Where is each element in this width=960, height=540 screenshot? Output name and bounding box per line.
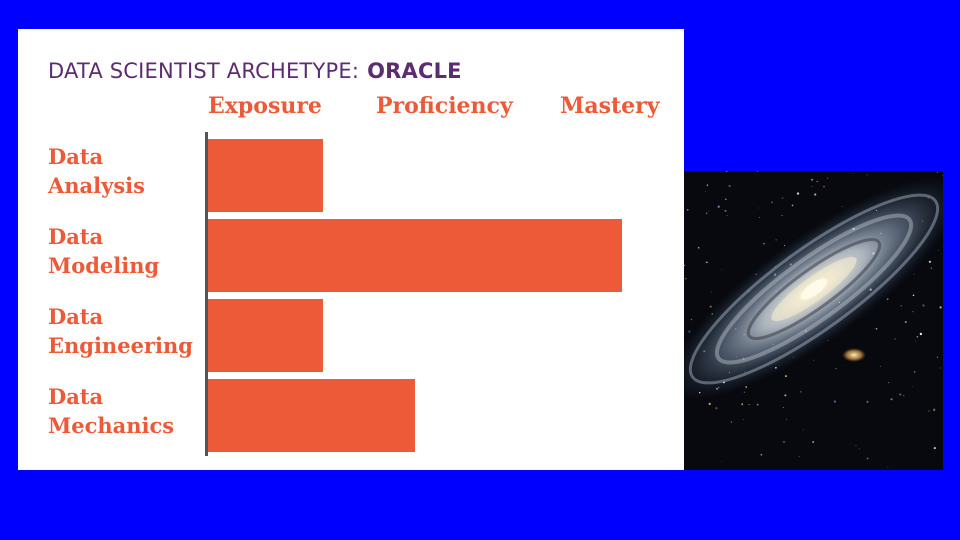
chart-card: DATA SCIENTIST ARCHETYPE: ORACLE Exposure…	[18, 29, 684, 470]
level-label-exposure: Exposure	[208, 93, 322, 119]
category-label-line: Data	[48, 304, 104, 329]
category-label-mechanics: Data Mechanics	[48, 382, 218, 440]
level-label-proficiency: Proficiency	[376, 93, 513, 119]
category-label-line: Modeling	[48, 253, 160, 278]
level-label-mastery: Mastery	[560, 93, 660, 119]
bar-data-analysis	[208, 139, 323, 212]
category-label-analysis: Data Analysis	[48, 142, 218, 200]
category-label-line: Data	[48, 144, 104, 169]
bar-data-engineering	[208, 299, 323, 372]
category-label-modeling: Data Modeling	[48, 222, 218, 280]
title-archetype: ORACLE	[367, 59, 462, 83]
bar-data-mechanics	[208, 379, 415, 452]
category-label-line: Data	[48, 384, 104, 409]
category-label-line: Engineering	[48, 333, 193, 358]
chart-title: DATA SCIENTIST ARCHETYPE: ORACLE	[48, 59, 462, 83]
title-main: DATA SCIENTIST ARCHETYPE:	[48, 59, 360, 83]
category-label-line: Mechanics	[48, 413, 175, 438]
galaxy-photo	[684, 171, 943, 470]
category-label-line: Analysis	[48, 173, 145, 198]
bar-data-modeling	[208, 219, 622, 292]
category-label-line: Data	[48, 224, 104, 249]
category-label-engineering: Data Engineering	[48, 302, 218, 360]
y-axis-line	[205, 132, 208, 456]
